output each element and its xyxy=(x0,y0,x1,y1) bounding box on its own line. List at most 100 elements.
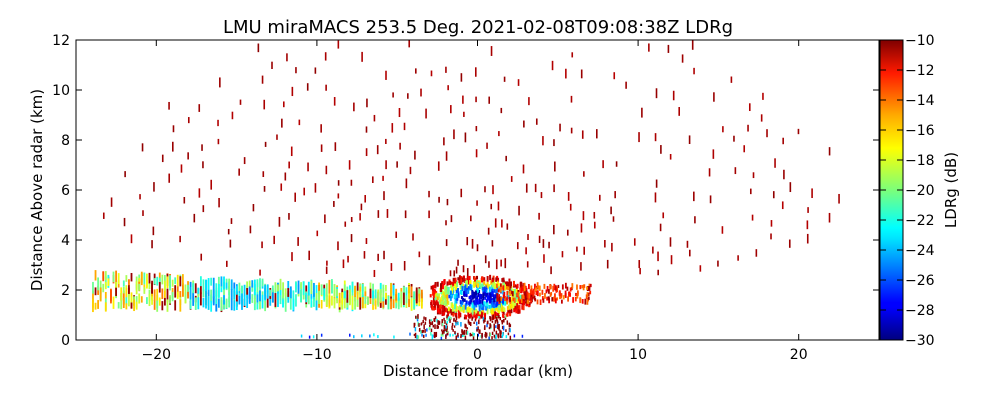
x-tick-label: −20 xyxy=(142,347,172,363)
ldr-echo xyxy=(484,290,487,296)
ldr-echo xyxy=(464,132,467,143)
ldr-echo xyxy=(117,273,120,285)
ldr-echo xyxy=(372,299,374,310)
ldr-echo xyxy=(477,311,480,317)
ldr-echo xyxy=(349,333,351,337)
ldr-echo xyxy=(694,216,696,224)
ldr-echo xyxy=(441,304,444,311)
ldr-echo xyxy=(598,194,601,201)
ldr-echo xyxy=(187,291,189,299)
ldr-echo xyxy=(472,311,475,316)
ldr-echo xyxy=(354,285,356,296)
ldr-echo xyxy=(269,289,272,297)
ldr-echo xyxy=(225,282,228,289)
ldr-echo xyxy=(124,171,126,178)
ldr-echo xyxy=(230,279,233,291)
ldr-echo xyxy=(266,284,269,292)
ldr-echo xyxy=(484,287,487,293)
ldr-echo xyxy=(504,258,507,269)
ldr-echo xyxy=(424,329,426,333)
ldr-echo xyxy=(460,321,462,327)
ldr-echo xyxy=(418,293,421,303)
ldr-echo xyxy=(333,290,336,304)
ldr-echo xyxy=(471,317,473,321)
ldr-echo xyxy=(337,193,340,199)
ldr-echo xyxy=(499,333,502,337)
ldr-echo xyxy=(560,295,563,299)
ldr-echo xyxy=(356,299,359,307)
ldr-echo xyxy=(410,298,413,311)
ldr-echo xyxy=(382,301,385,308)
ldr-echo xyxy=(509,290,511,297)
ldr-echo xyxy=(526,299,529,304)
ldr-echo xyxy=(453,325,456,328)
ldr-echo xyxy=(122,287,125,294)
ldr-echo xyxy=(210,294,213,301)
ldr-echo xyxy=(289,297,292,310)
ldr-echo xyxy=(501,219,503,228)
ldr-echo xyxy=(399,142,401,150)
ldr-echo xyxy=(414,327,417,332)
ldr-echo xyxy=(478,289,481,294)
ldr-echo xyxy=(347,255,349,263)
ldr-echo xyxy=(426,328,428,332)
ldr-echo xyxy=(271,290,274,303)
ldr-echo xyxy=(372,298,374,305)
ldr-echo xyxy=(474,314,477,320)
ldr-echo xyxy=(384,292,387,300)
ldr-echo xyxy=(465,300,468,305)
ldr-echo xyxy=(466,327,469,330)
ldr-echo xyxy=(461,334,463,338)
ldr-echo xyxy=(450,105,452,114)
ldr-echo xyxy=(259,278,261,289)
ldr-echo xyxy=(483,319,485,324)
ldr-echo xyxy=(488,286,491,293)
ldr-echo xyxy=(446,286,449,292)
ldr-echo xyxy=(506,306,509,311)
ldr-echo xyxy=(315,292,318,301)
ldr-echo xyxy=(586,292,589,298)
ldr-echo xyxy=(433,303,436,308)
ldr-echo xyxy=(533,295,536,301)
ldr-echo xyxy=(495,301,498,308)
ldr-echo xyxy=(252,204,255,212)
ldr-echo xyxy=(486,299,489,305)
ldr-echo xyxy=(413,322,416,328)
ldr-echo xyxy=(444,286,447,293)
ldr-echo xyxy=(441,329,443,332)
ldr-echo xyxy=(541,289,544,295)
ldr-echo xyxy=(135,281,138,295)
ldr-echo xyxy=(535,290,538,296)
ldr-echo xyxy=(538,285,541,291)
ldr-echo xyxy=(281,118,283,128)
ldr-echo xyxy=(515,306,518,312)
ldr-echo xyxy=(670,255,673,265)
ldr-echo xyxy=(259,269,261,276)
ldr-echo xyxy=(526,302,529,307)
ldr-echo xyxy=(553,224,555,235)
ldr-echo xyxy=(475,308,478,314)
ldr-echo xyxy=(686,240,689,248)
ldr-echo xyxy=(439,308,442,315)
ldr-echo xyxy=(494,336,496,339)
ldr-echo xyxy=(146,273,148,287)
ldr-echo xyxy=(512,280,515,287)
ldr-echo xyxy=(648,43,650,52)
ldr-echo xyxy=(295,67,297,74)
ldr-echo xyxy=(454,310,457,316)
ldr-echo xyxy=(433,284,436,289)
ldr-echo xyxy=(274,283,277,291)
ldr-echo xyxy=(202,205,205,213)
ldr-echo xyxy=(459,279,462,286)
ldr-echo xyxy=(390,263,393,271)
ldr-echo xyxy=(198,188,201,198)
ldr-echo xyxy=(305,292,308,303)
ldr-echo xyxy=(576,284,578,290)
ldr-echo xyxy=(230,218,233,224)
ldr-echo xyxy=(502,279,505,285)
ldr-echo xyxy=(226,260,228,267)
ldr-echo xyxy=(219,77,221,88)
ldr-echo xyxy=(464,284,467,291)
ldr-echo xyxy=(484,317,486,322)
ldr-echo xyxy=(451,322,454,327)
